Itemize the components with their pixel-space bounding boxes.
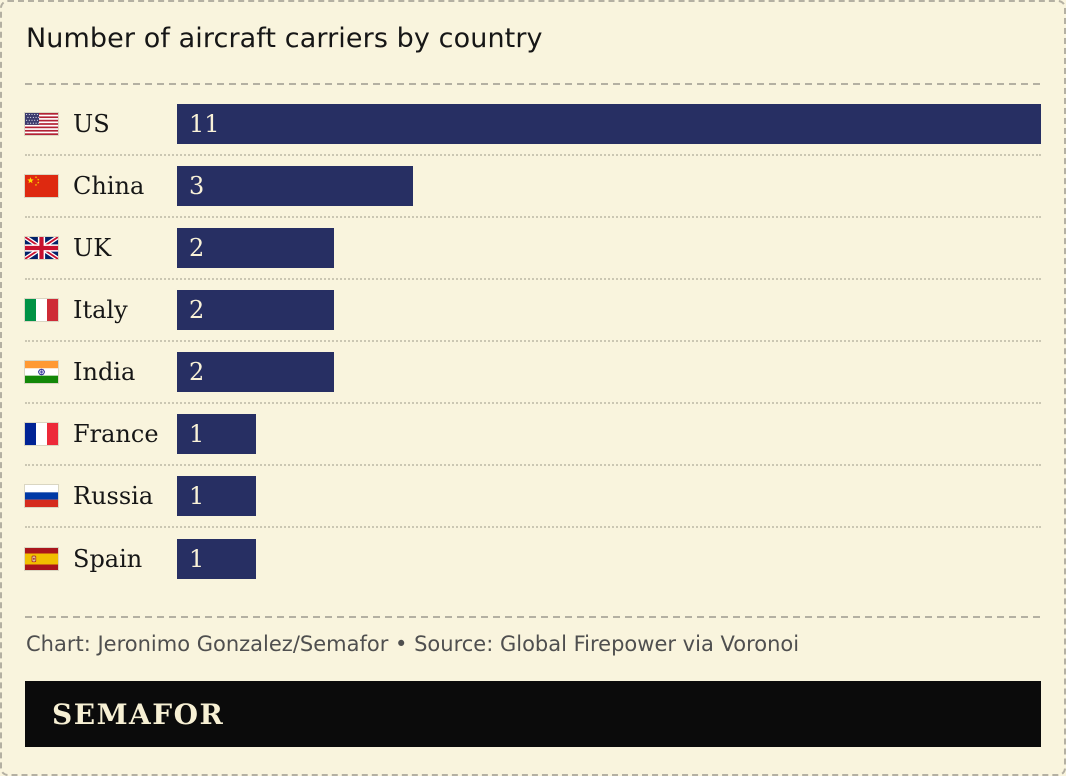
flag-es-icon bbox=[25, 548, 58, 570]
chart-row: France 1 bbox=[25, 404, 1041, 466]
title-separator bbox=[25, 83, 1041, 85]
chart-row: Russia 1 bbox=[25, 466, 1041, 528]
bar-value-label: 3 bbox=[189, 172, 205, 200]
chart-row: India 2 bbox=[25, 342, 1041, 404]
chart-row: Italy 2 bbox=[25, 280, 1041, 342]
country-label: UK bbox=[73, 234, 112, 262]
chart-row: Spain 1 bbox=[25, 528, 1041, 590]
bar-track: 1 bbox=[177, 539, 1041, 579]
value-bar: 2 bbox=[177, 228, 335, 268]
chart-row: China 3 bbox=[25, 156, 1041, 218]
chart-row: UK 2 bbox=[25, 218, 1041, 280]
country-label: China bbox=[73, 172, 145, 200]
bar-value-label: 1 bbox=[189, 420, 205, 448]
bar-value-label: 1 bbox=[189, 545, 205, 573]
bar-value-label: 2 bbox=[189, 296, 205, 324]
footer-separator bbox=[25, 616, 1041, 618]
country-label: Spain bbox=[73, 545, 143, 573]
flag-gb-icon bbox=[25, 237, 58, 259]
value-bar: 1 bbox=[177, 476, 256, 516]
flag-it-icon bbox=[25, 299, 58, 321]
flag-cn-icon bbox=[25, 175, 58, 197]
bar-track: 3 bbox=[177, 166, 1041, 206]
chart-row: US 11 bbox=[25, 94, 1041, 156]
semafor-wordmark: SEMAFOR bbox=[52, 697, 225, 731]
value-bar: 1 bbox=[177, 414, 256, 454]
value-bar: 1 bbox=[177, 539, 256, 579]
flag-us-icon bbox=[25, 113, 58, 135]
bar-value-label: 1 bbox=[189, 482, 205, 510]
bar-track: 11 bbox=[177, 104, 1041, 144]
country-label: Russia bbox=[73, 482, 154, 510]
flag-fr-icon bbox=[25, 423, 58, 445]
bar-value-label: 2 bbox=[189, 234, 205, 262]
bar-track: 2 bbox=[177, 352, 1041, 392]
flag-ru-icon bbox=[25, 485, 58, 507]
country-label: India bbox=[73, 358, 136, 386]
country-label: Italy bbox=[73, 296, 128, 324]
credit-line: Chart: Jeronimo Gonzalez/Semafor • Sourc… bbox=[26, 632, 800, 656]
value-bar: 11 bbox=[177, 104, 1041, 144]
bar-chart: US 11 China 3 UK bbox=[25, 85, 1041, 616]
bar-track: 2 bbox=[177, 228, 1041, 268]
country-label: US bbox=[73, 110, 110, 138]
value-bar: 2 bbox=[177, 352, 335, 392]
bar-track: 1 bbox=[177, 414, 1041, 454]
semafor-logo-bar: SEMAFOR bbox=[25, 681, 1041, 747]
value-bar: 2 bbox=[177, 290, 335, 330]
bar-value-label: 2 bbox=[189, 358, 205, 386]
bar-track: 1 bbox=[177, 476, 1041, 516]
bar-track: 2 bbox=[177, 290, 1041, 330]
value-bar: 3 bbox=[177, 166, 413, 206]
country-label: France bbox=[73, 420, 159, 448]
chart-title: Number of aircraft carriers by country bbox=[26, 23, 543, 54]
flag-in-icon bbox=[25, 361, 58, 383]
bar-value-label: 11 bbox=[189, 110, 220, 138]
